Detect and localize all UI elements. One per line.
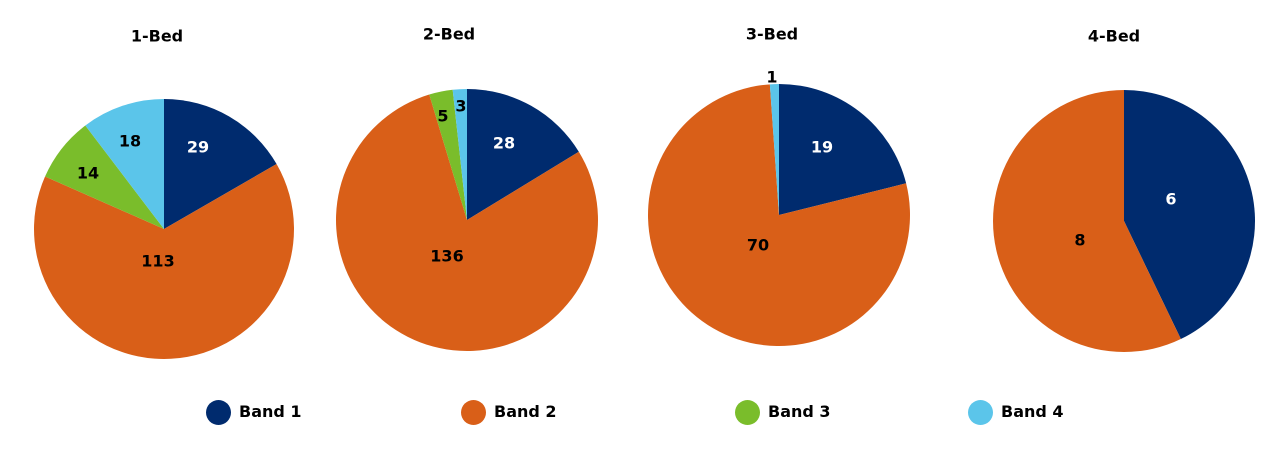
legend-swatch-band-3: [735, 400, 760, 425]
pie-slice-4-bed-band-1: [1124, 90, 1256, 340]
pie-label-3-bed-band-4: 1: [766, 68, 777, 87]
pie-slice-2-bed-band-1: [467, 89, 579, 220]
pie-charts-canvas: 1-Bed 29 113 14 18 2-Bed 28 136 53 3-Bed 19 70 1 4-Be…: [33, 25, 1256, 360]
pie-title-3-bed: 3-Bed: [746, 25, 798, 44]
legend-swatch-band-2: [461, 400, 486, 425]
legend-label-band-4: Band 4: [1001, 402, 1064, 421]
pie-slice-1-bed-band-3: [45, 125, 164, 229]
pie-label-2-bed-band-2: 136: [430, 247, 463, 266]
pie-slice-3-bed-band-4: [769, 84, 779, 215]
legend: Band 1 Band 2 Band 3 Band 4: [0, 392, 1280, 432]
pie-label-4-bed-band-2: 8: [1074, 231, 1085, 250]
pie-slice-3-bed-band-2: [648, 84, 911, 347]
legend-label-band-2: Band 2: [494, 402, 557, 421]
legend-swatch-band-4: [968, 400, 993, 425]
pie-3-bed: 3-Bed 19 70 1: [648, 25, 911, 347]
pie-title-4-bed: 4-Bed: [1088, 27, 1140, 46]
pie-4-bed: 4-Bed 6 8: [993, 27, 1256, 352]
pie-slice-2-bed-band-3: [429, 89, 467, 220]
pie-label-1-bed-band-2: 113: [141, 252, 174, 271]
pie-slice-1-bed-band-2: [33, 164, 294, 360]
pie-label-3-bed-band-2: 70: [747, 236, 769, 255]
pie-slice-1-bed-band-4: [85, 99, 164, 229]
pie-label-2-bed-band-4: 3: [455, 97, 466, 116]
pie-slice-2-bed-band-4: [452, 89, 467, 220]
pie-1-bed: 1-Bed 29 113 14 18: [33, 27, 294, 360]
pie-label-1-bed-band-4: 18: [119, 132, 141, 151]
pie-label-1-bed-band-1: 29: [187, 138, 209, 157]
pie-slice-3-bed-band-1: [779, 84, 907, 215]
pie-label-4-bed-band-1: 6: [1165, 190, 1176, 209]
pie-slice-2-bed-band-2: [335, 94, 598, 351]
pie-label-1-bed-band-3: 14: [77, 164, 99, 183]
legend-label-band-1: Band 1: [239, 402, 302, 421]
pie-title-1-bed: 1-Bed: [131, 27, 183, 46]
pie-label-3-bed-band-1: 19: [811, 138, 833, 157]
pie-title-2-bed: 2-Bed: [423, 25, 475, 44]
pie-2-bed: 2-Bed 28 136 53: [335, 25, 598, 351]
pie-slice-1-bed-band-1: [164, 99, 277, 229]
legend-label-band-3: Band 3: [768, 402, 831, 421]
pie-label-2-bed-band-1: 28: [493, 134, 515, 153]
pie-label-2-bed-band-3: 5: [437, 107, 448, 126]
legend-swatch-band-1: [206, 400, 231, 425]
pie-slice-4-bed-band-2: [993, 90, 1181, 352]
